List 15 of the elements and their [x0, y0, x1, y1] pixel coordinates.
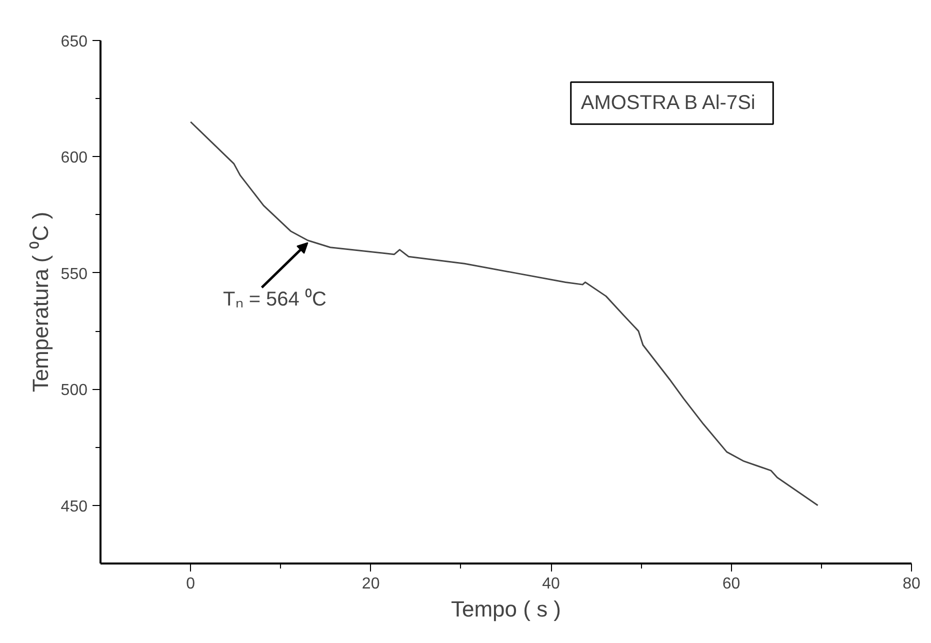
y-tick-label: 450: [60, 498, 88, 516]
y-tick-label: 600: [60, 150, 88, 167]
x-axis-title: Tempo ( s ): [450, 596, 562, 622]
x-tick-label: 40: [542, 576, 560, 592]
x-tick-label: 0: [186, 576, 196, 592]
annotation: Tₙ = 564 ⁰C: [223, 288, 326, 311]
y-tick-label: 550: [60, 266, 88, 283]
line-series: [190, 121, 819, 506]
y-axis-title: Temperatura ( ⁰C ): [28, 212, 53, 392]
x-tick-label: 80: [902, 576, 920, 592]
y-tick-label: 650: [60, 34, 88, 50]
y-tick-label: 500: [60, 382, 88, 400]
x-tick-label: 60: [722, 576, 740, 592]
x-tick-label: 20: [362, 576, 380, 592]
annotation: AMOSTRA B Al-7Si: [580, 92, 756, 114]
